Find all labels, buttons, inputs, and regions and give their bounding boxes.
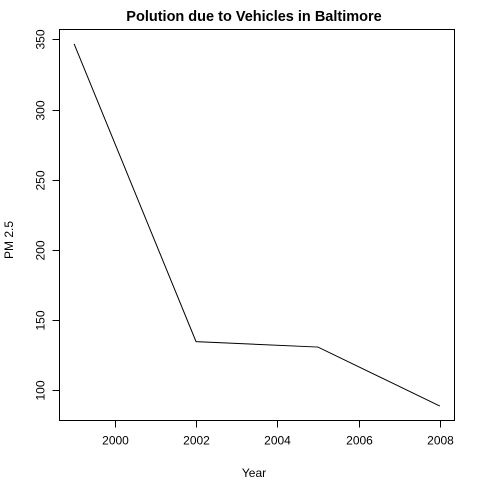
x-tick-label: 2008	[427, 434, 454, 448]
y-tick-label: 250	[34, 170, 48, 190]
x-tick-label: 2006	[346, 434, 373, 448]
plot-area-border	[59, 29, 455, 421]
x-axis-label: Year	[242, 466, 266, 480]
series-line	[73, 43, 441, 407]
y-tick-label: 100	[34, 380, 48, 400]
y-axis-label: PM 2.5	[2, 221, 16, 259]
y-tick-label: 200	[34, 240, 48, 260]
series-layer	[73, 43, 441, 407]
x-axis: 2000 2002 2004 2006 2008	[102, 420, 454, 448]
y-tick-label: 150	[34, 310, 48, 330]
x-tick-label: 2000	[102, 434, 129, 448]
x-tick-label: 2002	[183, 434, 210, 448]
x-tick-label: 2004	[264, 434, 291, 448]
chart-title: Polution due to Vehicles in Baltimore	[126, 9, 381, 25]
y-tick-label: 350	[34, 29, 48, 49]
y-axis: 100 150 200 250 300 350	[34, 29, 60, 401]
y-tick-label: 300	[34, 100, 48, 120]
